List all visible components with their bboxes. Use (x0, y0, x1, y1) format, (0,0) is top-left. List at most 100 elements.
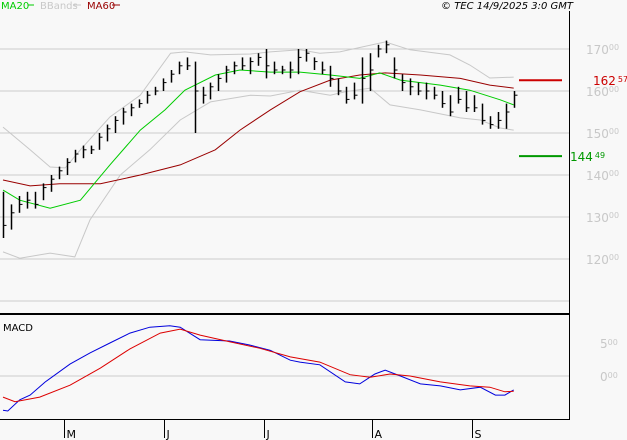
price-tick-dec: 00 (609, 211, 619, 220)
macd-signal-line (2, 328, 514, 403)
copyright: © TEC 14/9/2025 3:0 GMT (441, 1, 574, 12)
price-bar (441, 91, 446, 108)
price-bar (345, 86, 350, 104)
ma20-line (2, 69, 514, 209)
macd-tick-int: 5 (600, 337, 608, 351)
price-bar (329, 65, 334, 87)
price-bar (26, 191, 31, 209)
price-bar (305, 49, 310, 62)
price-bar (465, 91, 470, 112)
price-bar (114, 116, 119, 133)
legend-ma20: MA20 (1, 1, 29, 12)
price-bar (249, 57, 254, 75)
price-bar (385, 40, 390, 54)
price-bar (281, 65, 286, 75)
price-bar (401, 74, 406, 91)
price-bar (18, 196, 23, 213)
month-label: S (475, 428, 482, 440)
price-bar (10, 204, 15, 230)
price-bar (217, 74, 222, 91)
price-bar (34, 191, 39, 209)
price-bar (433, 86, 438, 100)
price-tick-label: 12000 (586, 253, 619, 267)
price-bar (457, 86, 462, 104)
price-bar (481, 103, 486, 125)
price-bar (513, 91, 518, 108)
price-bar (178, 61, 183, 75)
price-marker-int: 144 (570, 150, 593, 164)
price-marker-dec: 49 (595, 151, 605, 160)
bbands-upper-line (2, 41, 514, 169)
price-bar (2, 191, 7, 238)
macd-tick-dec: 00 (608, 371, 618, 380)
price-tick-int: 140 (586, 169, 609, 183)
price-marker-int: 162 (593, 74, 616, 88)
price-tick-dec: 00 (609, 127, 619, 136)
price-bars (2, 40, 518, 238)
month-label: A (375, 428, 383, 440)
legend-bbands: BBands (40, 1, 78, 12)
price-tick-int: 130 (586, 211, 609, 225)
price-bar (74, 149, 79, 163)
month-label: J (166, 428, 170, 440)
price-bar (425, 82, 430, 100)
price-bar (273, 61, 278, 75)
price-bar (122, 107, 127, 125)
price-bar (42, 183, 47, 201)
price-bar (98, 133, 103, 150)
macd-line (2, 325, 514, 412)
price-bar (505, 103, 510, 129)
price-tick-label: 17000 (586, 43, 619, 57)
legend-ma60: MA60 (87, 1, 115, 12)
price-bar (489, 116, 494, 129)
price-bar (377, 44, 382, 58)
price-bar (233, 61, 238, 75)
price-bar (393, 57, 398, 79)
price-bar (202, 86, 207, 104)
price-bar (82, 145, 87, 159)
price-bar (162, 78, 167, 91)
price-tick-dec: 00 (609, 43, 619, 52)
price-bar (241, 57, 246, 70)
price-tick-int: 170 (586, 43, 609, 57)
price-bar (146, 91, 151, 104)
price-markers: 162 57 144 49 (519, 74, 627, 164)
price-bar (361, 57, 366, 104)
price-tick-dec: 00 (609, 253, 619, 262)
price-marker-dec: 57 (618, 75, 627, 84)
macd-title: MACD (3, 323, 33, 334)
month-label: M (67, 428, 77, 440)
price-tick-int: 150 (586, 127, 609, 141)
price-tick-dec: 00 (609, 85, 619, 94)
price-bar (58, 166, 63, 180)
price-tick-int: 120 (586, 253, 609, 267)
macd-tick-int: 0 (600, 370, 608, 384)
price-bar (186, 57, 191, 70)
price-bar (321, 61, 326, 75)
ma60-line (2, 72, 514, 187)
macd-tick-label: 000 (600, 370, 618, 384)
price-marker-label: 162 57 (593, 74, 627, 88)
price-bar (313, 57, 318, 70)
price-tick-label: 13000 (586, 211, 619, 225)
price-bar (138, 99, 143, 108)
bbands-lower-line (2, 87, 514, 259)
price-bar (194, 61, 199, 133)
price-bar (130, 103, 135, 117)
price-bar (297, 49, 302, 75)
price-bar (66, 158, 71, 175)
price-bar (106, 124, 111, 142)
price-bar (337, 78, 342, 96)
price-bar (265, 49, 270, 79)
price-bar (409, 78, 414, 96)
indicator-lines (2, 41, 514, 259)
price-bar (353, 82, 358, 100)
price-tick-int: 160 (586, 85, 609, 99)
price-tick-label: 14000 (586, 169, 619, 183)
price-tick-dec: 00 (609, 169, 619, 178)
price-bar (473, 95, 478, 112)
